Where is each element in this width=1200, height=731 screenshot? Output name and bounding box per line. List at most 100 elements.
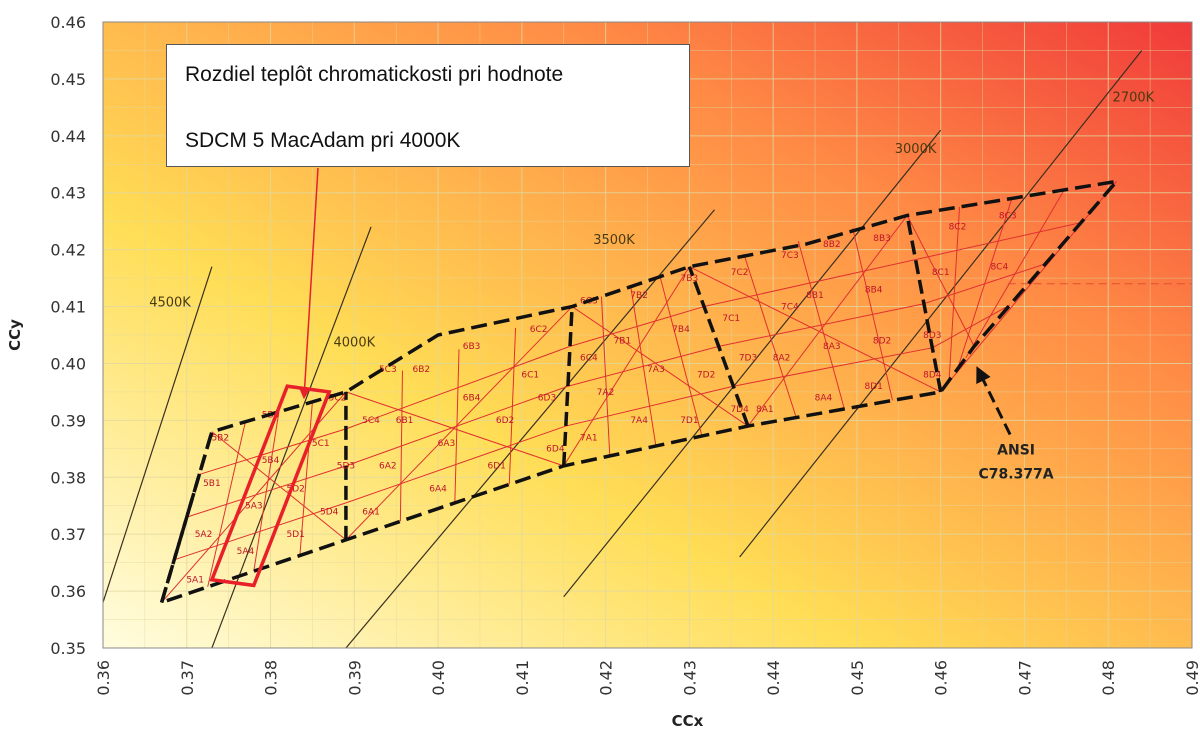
cell-label: 6B4: [463, 393, 481, 403]
y-tick-label: 0.35: [50, 639, 86, 658]
cell-label: 6D1: [488, 462, 506, 472]
cell-label: 7B1: [614, 337, 632, 347]
cell-label: 5A2: [195, 530, 213, 540]
cct-line: [739, 50, 1143, 558]
quadrangle-divider: [905, 215, 943, 393]
x-tick-label: 0.37: [178, 660, 197, 696]
highlight-box: [209, 384, 332, 588]
cell-line: [703, 259, 916, 308]
cell-diagonal: [689, 266, 941, 393]
cell-line: [965, 189, 1065, 359]
x-tick-label: 0.41: [513, 660, 532, 696]
cell-line: [567, 345, 719, 387]
cell-label: 5C1: [312, 439, 330, 449]
cell-line: [915, 222, 1082, 261]
cell-line: [718, 303, 925, 347]
cell-line: [852, 228, 894, 401]
cell-label: 5B1: [203, 479, 221, 489]
cell-label: 8A4: [815, 393, 833, 403]
cell-label: 7A4: [630, 416, 648, 426]
cell-label: 8A3: [823, 342, 841, 352]
cell-label: 7D4: [730, 405, 749, 415]
cell-label: 6A3: [438, 439, 456, 449]
x-tick-label: 0.38: [262, 660, 281, 696]
cell-label: 7C4: [781, 302, 799, 312]
quadrangle-divider: [687, 266, 750, 427]
cell-line: [345, 345, 571, 430]
cell-label: 8D2: [873, 337, 891, 347]
y-tick-label: 0.39: [50, 411, 86, 430]
cell-label: 7A2: [597, 388, 615, 398]
cell-label: 8C3: [999, 211, 1017, 221]
cct-label: 3000K: [895, 142, 937, 157]
cell-diagonal: [563, 266, 690, 467]
y-tick-label: 0.41: [50, 298, 86, 317]
callout-line-2: SDCM 5 MacAdam pri 4000K: [185, 129, 461, 152]
x-tick-label: 0.49: [1183, 660, 1200, 696]
cell-label: 5D1: [286, 530, 304, 540]
cell-label: 8D4: [923, 371, 942, 381]
x-tick-label: 0.45: [848, 660, 867, 696]
cell-label: 5D3: [337, 462, 355, 472]
cell-label: 8B1: [806, 291, 824, 301]
plot-area: 4500K 4000K 3500K 3000K 2700K 5A1 5A2 5A3 5A4 5B1…: [103, 50, 1192, 648]
callout-line-1: Rozdiel teplôt chromatickosti pri hodnot…: [185, 63, 564, 86]
cell-label: 6B3: [463, 342, 481, 352]
cell-label: 5D4: [320, 507, 339, 517]
cell-label: 6C1: [521, 371, 539, 381]
cell-line: [186, 465, 347, 518]
y-axis-label: CCy: [6, 319, 24, 351]
cell-label: 8B4: [865, 285, 883, 295]
x-tick-label: 0.46: [932, 660, 951, 696]
x-tick-label: 0.39: [345, 660, 364, 696]
cell-label: 5B4: [262, 456, 280, 466]
cell-label: 7D1: [680, 416, 698, 426]
cell-line: [508, 327, 517, 485]
cell-label: 6A4: [429, 485, 447, 495]
x-tick-label: 0.42: [597, 660, 616, 696]
cell-label: 8C2: [949, 223, 967, 233]
cell-label: 8A2: [773, 354, 791, 364]
cell-label: 8B3: [873, 234, 891, 244]
cell-label: 5B2: [211, 433, 229, 443]
cct-label: 3500K: [593, 233, 635, 248]
cell-label: 6C4: [580, 354, 598, 364]
cct-line: [103, 266, 213, 603]
cell-label: 7C3: [781, 251, 799, 261]
x-tick-label: 0.47: [1015, 660, 1034, 696]
y-tick-label: 0.40: [50, 354, 86, 373]
cell-diagonal: [345, 391, 564, 467]
x-tick-label: 0.48: [1099, 660, 1118, 696]
cell-label: 7D2: [697, 371, 715, 381]
y-tick-label: 0.44: [50, 127, 86, 146]
cell-label: 5A3: [245, 502, 263, 512]
x-tick-label: 0.44: [764, 660, 783, 696]
cell-label: 5C3: [379, 365, 397, 375]
cell-label: 7D3: [739, 354, 757, 364]
cell-label: 6D2: [496, 416, 514, 426]
cell-diagonal: [940, 181, 1117, 393]
cell-label: 6D4: [546, 445, 565, 455]
cell-label: 7B2: [630, 291, 648, 301]
ansi-label: C78.377A: [979, 467, 1054, 483]
cct-label: 4500K: [149, 296, 191, 311]
cell-label: 8C1: [932, 268, 950, 278]
cell-label: 7B3: [681, 274, 699, 284]
x-tick-label: 0.40: [429, 660, 448, 696]
cell-label: 6B2: [413, 365, 431, 375]
cell-line: [299, 401, 313, 556]
cell-label: 6D3: [538, 393, 556, 403]
cct-line: [345, 209, 715, 648]
cct-label: 4000K: [334, 335, 376, 350]
cell-label: 6B1: [396, 416, 414, 426]
cell-label: 5A1: [186, 576, 204, 586]
cell-line: [923, 263, 1046, 305]
axes: 0.36 0.37 0.38 0.39 0.40 0.41 0.42 0.43 0.44 0.45…: [6, 13, 1200, 730]
cell-diagonal: [906, 215, 975, 347]
cell-label: 7C2: [731, 268, 749, 278]
cct-label: 2700K: [1113, 91, 1155, 106]
cell-label: 7C1: [722, 314, 740, 324]
callout-arrow: [299, 167, 319, 400]
cell-diagonal: [345, 306, 573, 541]
cell-label: 8C4: [990, 263, 1008, 273]
